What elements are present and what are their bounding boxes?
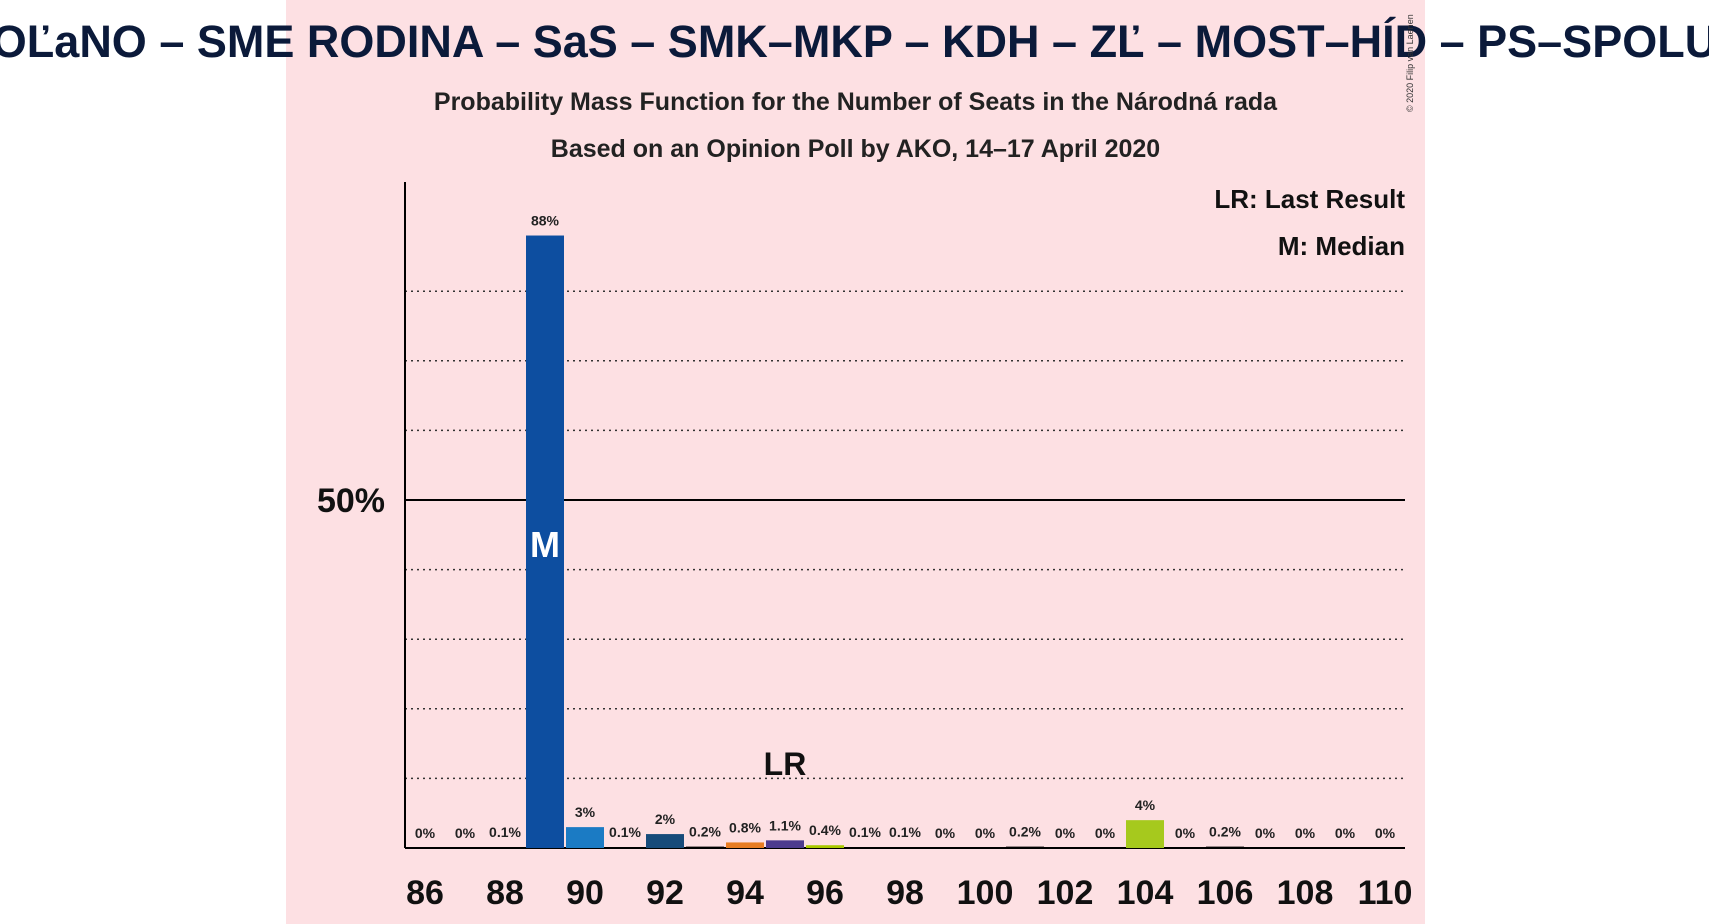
bar-label-90: 3% [575,804,596,820]
x-tick-label-100: 100 [957,874,1014,912]
bar-label-87: 0% [455,825,476,841]
bars: 0% 0% 0.1% 88% 3% 0.1% 2% 0.2% 0.8% 1.1% 0.4% 0.1% 0… [415,213,1396,848]
bar-label-105: 0% [1175,825,1196,841]
chart-background [286,0,1425,924]
bar-label-93: 0.2% [689,824,721,840]
x-tick-label-108: 108 [1277,874,1334,912]
bar-90 [566,827,604,848]
chart-title: OĽaNO – SME RODINA – SaS – SMK–MKP – KDH… [0,16,1709,67]
bar-89 [526,235,564,848]
bar-101 [1006,846,1044,848]
bar-106 [1206,846,1244,848]
bar-label-96: 0.4% [809,822,841,838]
bar-98 [886,847,924,848]
gridlines [405,290,1405,780]
y-tick-label-50: 50% [317,482,385,520]
bar-94 [726,842,764,848]
bar-label-102: 0% [1055,825,1076,841]
bar-93 [686,846,724,848]
legend-last-result: LR: Last Result [1214,184,1405,214]
last-result-marker: LR [764,746,807,782]
bar-104 [1126,820,1164,848]
x-tick-label-86: 86 [406,874,444,912]
chart-subtitle-method: Probability Mass Function for the Number… [433,88,1278,116]
x-tick-label-110: 110 [1358,874,1413,912]
bar-97 [846,847,884,848]
x-tick-label-90: 90 [566,874,604,912]
bar-88 [486,847,524,848]
x-tick-label-96: 96 [806,874,844,912]
x-tick-label-92: 92 [646,874,684,912]
bar-label-101: 0.2% [1009,824,1041,840]
bar-label-109: 0% [1335,825,1356,841]
bar-label-94: 0.8% [729,819,761,835]
bar-label-107: 0% [1255,825,1276,841]
x-tick-label-104: 104 [1117,874,1174,912]
bar-label-86: 0% [415,825,436,841]
chart-subtitle-source: Based on an Opinion Poll by AKO, 14–17 A… [550,135,1161,163]
bar-label-95: 1.1% [769,817,801,833]
bar-label-98: 0.1% [889,824,921,840]
bar-91 [606,847,644,848]
x-tick-label-106: 106 [1197,874,1254,912]
x-tick-label-94: 94 [726,874,764,912]
bar-95 [766,840,804,848]
x-tick-label-98: 98 [886,874,924,912]
x-tick-label-88: 88 [486,874,524,912]
bar-label-89: 88% [531,213,560,229]
bar-label-100: 0% [975,825,996,841]
bar-label-108: 0% [1295,825,1316,841]
bar-label-103: 0% [1095,825,1116,841]
bar-label-88: 0.1% [489,824,521,840]
x-tick-labels: 86 88 90 92 94 96 98 100 102 104 106 108 110 [406,874,1412,912]
bar-label-106: 0.2% [1209,824,1241,840]
bar-label-104: 4% [1135,797,1156,813]
legend-median: M: Median [1277,231,1405,261]
bar-96 [806,845,844,848]
bar-label-92: 2% [655,811,676,827]
bar-92 [646,834,684,848]
median-marker: M [530,524,560,565]
bar-label-91: 0.1% [609,824,641,840]
bar-label-110: 0% [1375,825,1396,841]
bar-label-99: 0% [935,825,956,841]
bar-label-97: 0.1% [849,824,881,840]
x-tick-label-102: 102 [1037,874,1094,912]
